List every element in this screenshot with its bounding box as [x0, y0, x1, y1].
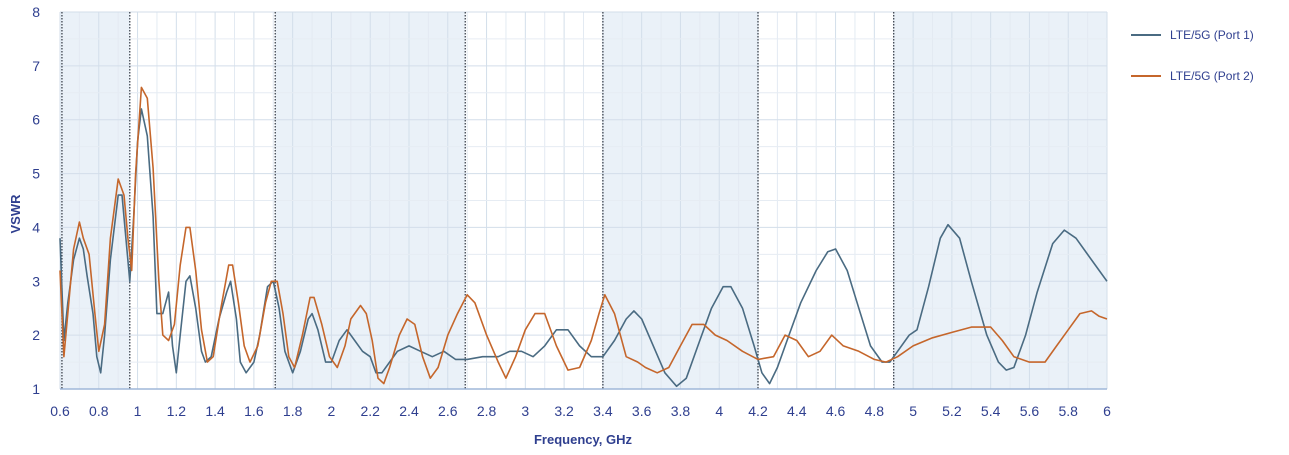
y-tick-label: 8: [32, 4, 40, 20]
x-tick-label: 4.6: [826, 403, 846, 419]
x-tick-label: 0.8: [89, 403, 109, 419]
x-tick-label: 2.2: [360, 403, 380, 419]
x-tick-label: 3.8: [671, 403, 691, 419]
x-tick-label: 1.4: [205, 403, 225, 419]
x-tick-label: 5.2: [942, 403, 962, 419]
y-tick-label: 5: [32, 166, 40, 182]
x-tick-label: 1: [134, 403, 142, 419]
x-tick-label: 2.6: [438, 403, 458, 419]
x-axis-title: Frequency, GHz: [534, 432, 633, 447]
y-tick-labels: 1 2 3 4 5 6 7 8: [32, 4, 40, 397]
x-tick-label: 5.6: [1020, 403, 1040, 419]
x-tick-label: 1.2: [167, 403, 187, 419]
x-tick-label: 1.6: [244, 403, 264, 419]
x-tick-label: 1.8: [283, 403, 303, 419]
x-tick-label: 0.6: [50, 403, 70, 419]
x-tick-label: 5: [909, 403, 917, 419]
x-tick-label: 4.8: [865, 403, 885, 419]
legend: LTE/5G (Port 1) LTE/5G (Port 2): [1131, 28, 1254, 83]
x-tick-label: 5.8: [1058, 403, 1078, 419]
y-tick-label: 2: [32, 327, 40, 343]
x-tick-label: 4.4: [787, 403, 807, 419]
y-tick-label: 4: [32, 219, 40, 235]
x-tick-label: 3.4: [593, 403, 613, 419]
y-tick-label: 3: [32, 273, 40, 289]
x-tick-label: 6: [1103, 403, 1111, 419]
y-tick-label: 1: [32, 381, 40, 397]
series-line-port-2: [59, 86, 1108, 385]
x-tick-label: 4.2: [748, 403, 768, 419]
x-tick-label: 3.2: [554, 403, 574, 419]
x-tick-label: 5.4: [981, 403, 1001, 419]
x-tick-label: 3.6: [632, 403, 652, 419]
x-tick-labels: 0.6 0.8 1 1.2 1.4 1.6 1.8 2 2.2 2.4 2.6 2.8 3 3.2 3.4 3…: [50, 403, 1111, 419]
x-tick-label: 2: [328, 403, 336, 419]
x-tick-label: 3: [521, 403, 529, 419]
y-tick-label: 6: [32, 112, 40, 128]
series-lines: [59, 86, 1108, 388]
legend-label-port-2: LTE/5G (Port 2): [1170, 69, 1254, 83]
x-tick-label: 4: [715, 403, 723, 419]
legend-label-port-1: LTE/5G (Port 1): [1170, 28, 1254, 42]
y-tick-label: 7: [32, 58, 40, 74]
y-axis-title: VSWR: [8, 194, 23, 234]
x-tick-label: 2.8: [477, 403, 497, 419]
x-tick-label: 2.4: [399, 403, 419, 419]
